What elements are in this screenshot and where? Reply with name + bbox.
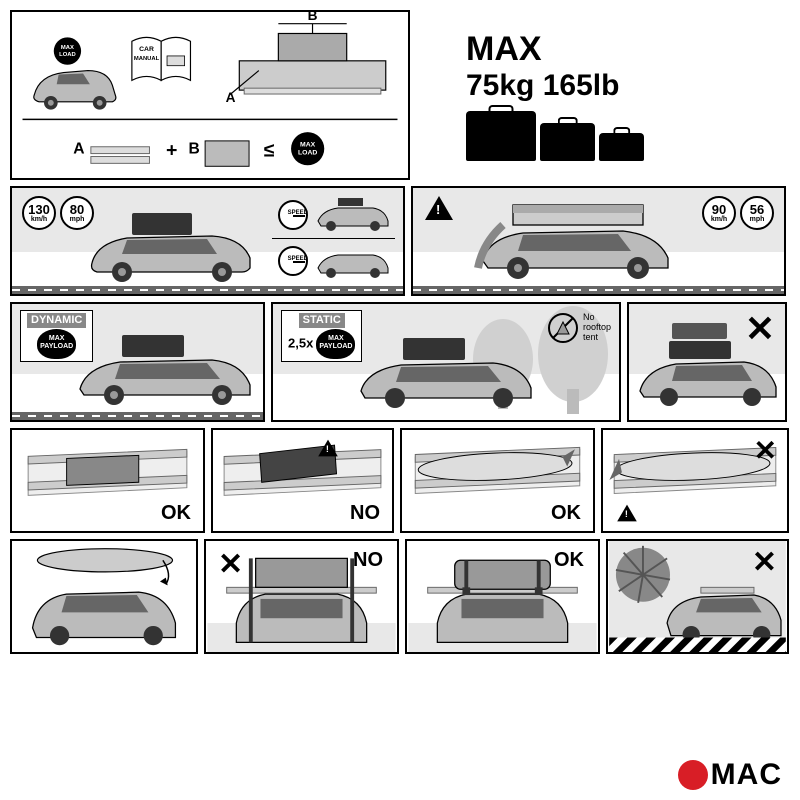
svg-text:≤: ≤ <box>264 140 275 162</box>
panel-static-payload: STATIC 2,5x MAXPAYLOAD Norooftoptent <box>271 302 621 422</box>
cross-icon: ✕ <box>218 547 243 582</box>
svg-text:CAR: CAR <box>139 46 154 53</box>
panel-strap-no: ✕ NO <box>204 539 399 654</box>
dynamic-header: DYNAMIC <box>27 313 86 328</box>
panel-carwash-no: ✕ <box>606 539 789 654</box>
svg-text:+: + <box>166 140 177 162</box>
speed-badge-kmh: 90km/h <box>702 196 736 230</box>
max-weight: 75kg 165lb <box>466 69 619 103</box>
car-small-icon <box>313 196 393 236</box>
panel-sunroof-no: NO <box>211 428 394 533</box>
static-header: STATIC <box>299 313 345 328</box>
ok-label: OK <box>551 502 581 525</box>
logo-dot-icon <box>678 760 708 790</box>
panel-surfboard-ok: OK <box>400 428 595 533</box>
static-multiplier: 2,5x <box>288 336 313 351</box>
no-tent-note: Norooftoptent <box>547 312 611 344</box>
panel-max-weight: MAX 75kg 165lb <box>416 10 786 180</box>
panel-load-instructions: MAXLOAD CAR MANUAL A B <box>10 10 410 180</box>
svg-text:MANUAL: MANUAL <box>134 56 160 62</box>
svg-text:MAX: MAX <box>61 45 74 51</box>
warning-icon <box>318 440 338 457</box>
logo-text: MAC <box>711 758 782 792</box>
panel-no-stack: ✕ <box>627 302 787 422</box>
max-title: MAX <box>466 30 542 69</box>
car-wagon-icon <box>72 331 262 416</box>
panel-lift-box <box>10 539 198 654</box>
panel-strap-ok: OK <box>405 539 600 654</box>
no-label: NO <box>353 549 383 572</box>
panel-speed-limits: 130km/h 80mph SPEED SPEED <box>10 186 405 296</box>
panel-sunroof-ok: OK <box>10 428 205 533</box>
speed-badge-kmh: 130km/h <box>22 196 56 230</box>
svg-text:B: B <box>189 141 200 158</box>
ok-label: OK <box>554 549 584 572</box>
panel-surfboard-no: ✕ <box>601 428 789 533</box>
svg-text:A: A <box>73 141 84 158</box>
ok-label: OK <box>161 502 191 525</box>
car-loaded-icon <box>82 208 262 288</box>
warning-icon <box>425 196 453 220</box>
cross-icon: ✕ <box>752 545 777 580</box>
bag-icon <box>466 111 536 161</box>
svg-text:LOAD: LOAD <box>59 52 76 58</box>
svg-text:LOAD: LOAD <box>298 150 317 157</box>
luggage-icons <box>466 111 644 161</box>
car-small-icon <box>313 243 393 283</box>
brand-logo: MAC <box>678 758 782 792</box>
panel-dynamic-payload: DYNAMIC MAXPAYLOAD <box>10 302 265 422</box>
svg-text:MAX: MAX <box>300 142 316 149</box>
warning-icon <box>617 505 637 522</box>
svg-text:B: B <box>308 12 318 23</box>
bag-icon <box>599 133 644 161</box>
max-payload-badge: MAXPAYLOAD <box>37 329 76 358</box>
svg-text:A: A <box>226 90 236 105</box>
car-oversize-icon <box>473 203 693 288</box>
max-payload-badge: MAXPAYLOAD <box>316 329 355 358</box>
panel-speed-warning: 90km/h 56mph <box>411 186 786 296</box>
car-wagon-icon <box>353 336 543 416</box>
bag-icon <box>540 123 595 161</box>
speed-badge-mph: 56mph <box>740 196 774 230</box>
car-stacked-icon <box>634 321 784 416</box>
cross-icon: ✕ <box>754 434 777 467</box>
no-label: NO <box>350 502 380 525</box>
